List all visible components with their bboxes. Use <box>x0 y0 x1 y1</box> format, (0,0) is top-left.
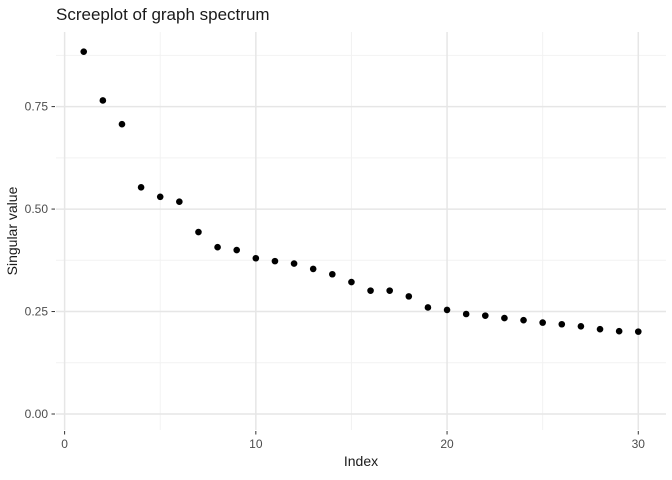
data-point <box>386 287 393 294</box>
data-point <box>99 97 107 104</box>
data-point <box>577 322 585 330</box>
data-point <box>118 120 126 128</box>
data-point <box>443 306 451 314</box>
data-point <box>214 243 221 251</box>
data-point <box>539 319 546 326</box>
data-point <box>367 287 374 294</box>
y-tick-label: 0.25 <box>25 305 49 319</box>
data-point <box>252 254 260 262</box>
x-tick-label: 30 <box>632 437 646 451</box>
data-point <box>348 278 355 286</box>
data-point <box>615 327 623 335</box>
data-point <box>195 228 202 236</box>
y-tick-label: 0.50 <box>25 202 49 216</box>
data-point <box>271 257 279 265</box>
data-point <box>501 314 508 322</box>
data-point <box>558 320 566 328</box>
data-point <box>520 316 527 324</box>
data-point <box>233 246 241 254</box>
y-tick-label: 0.75 <box>25 100 49 114</box>
y-axis-title: Singular value <box>4 186 20 276</box>
x-axis-title: Index <box>343 453 379 469</box>
data-point <box>424 304 432 311</box>
x-tick-label: 20 <box>440 437 454 451</box>
data-point <box>462 310 470 318</box>
y-tick-label: 0.00 <box>25 407 49 421</box>
data-point <box>290 260 298 267</box>
data-point <box>481 312 489 319</box>
data-point <box>80 48 88 55</box>
plot-title: Screeplot of graph spectrum <box>56 5 270 24</box>
data-point <box>634 328 642 335</box>
data-point <box>137 184 145 191</box>
data-point <box>596 325 604 333</box>
x-tick-label: 0 <box>61 437 68 451</box>
x-tick-label: 10 <box>249 437 263 451</box>
data-point <box>329 270 336 278</box>
data-point <box>176 198 183 205</box>
data-point <box>405 293 413 300</box>
data-point <box>309 265 317 273</box>
data-point <box>156 193 164 201</box>
